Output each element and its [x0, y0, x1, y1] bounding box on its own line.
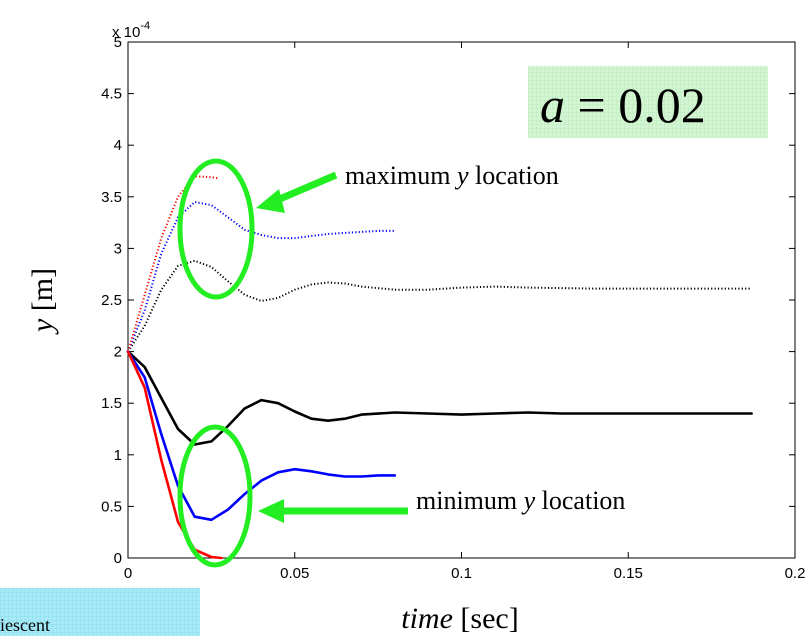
dotted-series-line-3: [127, 259, 752, 353]
y-tick-label: 3.5: [101, 189, 122, 206]
y-tick-label: 1.5: [101, 395, 122, 412]
x-tick-label: 0.05: [280, 565, 309, 582]
y-exponent-power: -4: [140, 20, 150, 32]
dotted-series-line-4: [127, 201, 395, 352]
x-tick-label: 0.2: [785, 565, 806, 582]
tick-group: 0 0.05 0.1 0.15 0.2 0 0.5 1 1.5 2 2.5 3 3.5 4 4.5 5: [101, 34, 805, 582]
solid-series-line-2: [126, 350, 223, 560]
y-tick-label: 4: [114, 137, 122, 154]
parameter-box: [528, 66, 768, 138]
y-exponent-label: x 10-4: [112, 20, 150, 41]
max-arrow: [256, 171, 338, 213]
x-axis-label: time [sec]: [401, 602, 518, 635]
footer-box: [0, 588, 200, 636]
max-highlight-ellipse: [177, 158, 255, 300]
y-tick-label: 1: [114, 447, 122, 464]
x-tick-label: 0.15: [614, 565, 643, 582]
y-tick-label: 5: [114, 34, 122, 51]
min-annotation: minimum y location: [416, 486, 625, 515]
max-annotation: maximum y location: [345, 161, 559, 190]
y-tick-label: 3: [114, 240, 122, 257]
footer-text: iescent: [0, 615, 50, 635]
y-tick-label: 2: [114, 344, 122, 361]
x-tick-label: 0: [124, 565, 132, 582]
y-axis-label: y [m]: [26, 268, 59, 335]
y-tick-label: 2.5: [101, 292, 122, 309]
min-highlight-ellipse: [177, 424, 253, 568]
y-tick-label: 0: [114, 550, 122, 567]
y-tick-label: 0.5: [101, 498, 122, 515]
x-tick-label: 0.1: [451, 565, 472, 582]
y-tick-label: 4.5: [101, 86, 122, 103]
parameter-text: a = 0.02: [540, 77, 706, 133]
solid-series-line-1: [126, 350, 397, 522]
min-arrow: [258, 499, 408, 523]
